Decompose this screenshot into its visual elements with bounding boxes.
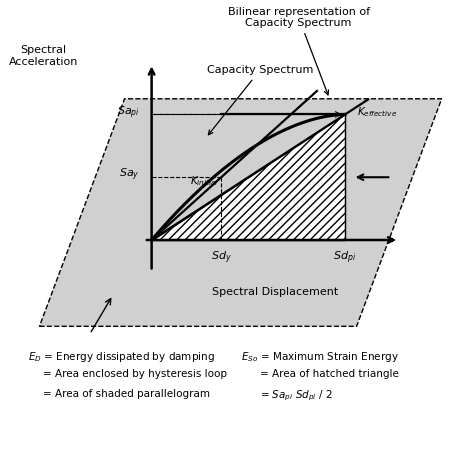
Text: = Area of hatched triangle: = Area of hatched triangle [260,370,399,379]
Text: $Sa_y$: $Sa_y$ [119,167,140,184]
Text: Spectral
Acceleration: Spectral Acceleration [9,45,78,67]
Text: $E_{So}$ = Maximum Strain Energy: $E_{So}$ = Maximum Strain Energy [241,350,399,364]
Text: Spectral Displacement: Spectral Displacement [212,287,338,297]
Text: $K_{initial}$: $K_{initial}$ [190,174,219,188]
Text: = Area enclosed by hysteresis loop: = Area enclosed by hysteresis loop [43,370,228,379]
Text: $Sa_{pi}$: $Sa_{pi}$ [117,104,140,121]
Text: $K_{effective}$: $K_{effective}$ [356,106,397,120]
Polygon shape [152,114,345,240]
Polygon shape [39,99,442,326]
Text: = $Sa_{pi}$ $Sd_{pi}$ / 2: = $Sa_{pi}$ $Sd_{pi}$ / 2 [260,389,333,404]
Text: = Area of shaded parallelogram: = Area of shaded parallelogram [43,389,210,399]
Text: Capacity Spectrum: Capacity Spectrum [207,65,313,135]
Text: $E_D$ = Energy dissipated by damping: $E_D$ = Energy dissipated by damping [28,350,215,364]
Text: $Sd_{pi}$: $Sd_{pi}$ [333,250,356,266]
Text: $Sd_y$: $Sd_y$ [211,250,232,266]
Text: Bilinear representation of
Capacity Spectrum: Bilinear representation of Capacity Spec… [228,7,370,95]
